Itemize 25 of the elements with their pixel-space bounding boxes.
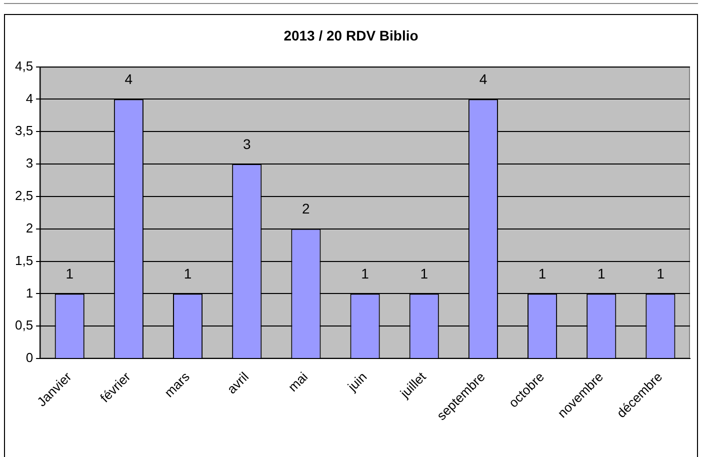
x-tick-label: mai	[285, 369, 311, 395]
y-tick-label: 2,5	[14, 188, 34, 204]
x-tick-label: juin	[344, 369, 370, 395]
data-label: 2	[302, 200, 310, 217]
data-label: 4	[124, 71, 133, 88]
y-tick-label: 0	[26, 350, 34, 366]
y-tick-label: 2	[26, 220, 34, 236]
x-tick-label: avril	[224, 369, 252, 397]
y-tick-label: 1,5	[14, 252, 34, 268]
data-label: 4	[479, 71, 488, 88]
data-label: 1	[361, 266, 370, 282]
y-tick-label: 3	[26, 156, 34, 171]
data-label: 1	[66, 266, 74, 282]
data-label: 1	[538, 266, 546, 282]
data-label: 1	[420, 266, 428, 282]
y-tick-label: 0,5	[14, 318, 34, 333]
y-tick-label: 1	[26, 285, 34, 300]
data-label: 1	[597, 266, 606, 282]
data-label: 1	[184, 266, 192, 282]
y-tick-label: 4	[26, 90, 34, 106]
data-label: 3	[242, 136, 251, 152]
y-tick-label: 3,5	[14, 123, 34, 138]
y-tick-label: 4,5	[14, 58, 34, 74]
chart-title: 2013 / 20 RDV Biblio	[284, 27, 418, 44]
data-label: 1	[656, 266, 665, 282]
